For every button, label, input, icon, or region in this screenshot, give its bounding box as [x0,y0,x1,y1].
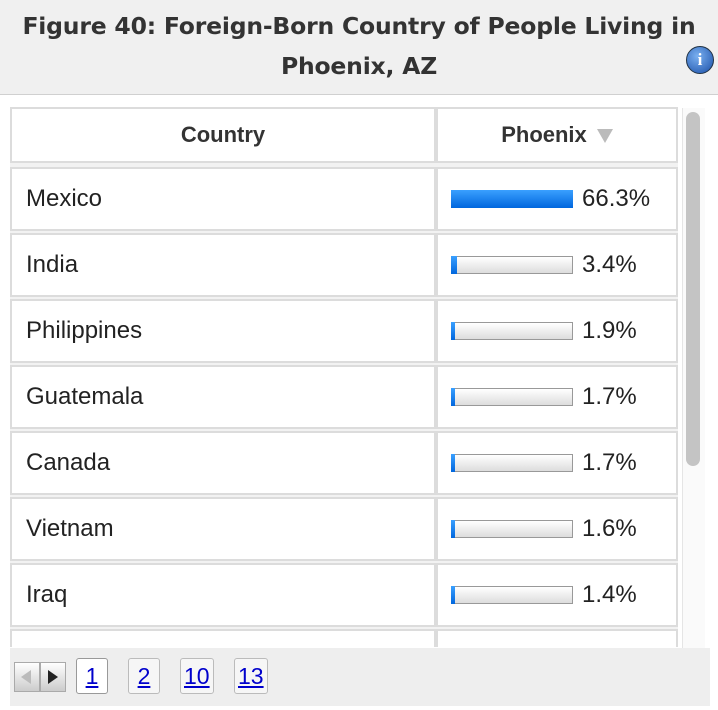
country-cell: Guatemala [10,365,436,429]
bar-track [451,388,573,406]
value-cell: 1.7% [436,431,678,495]
sort-icon[interactable] [596,129,613,144]
column-header-text[interactable]: Phoenix [501,122,587,147]
icon [48,670,58,684]
page-link[interactable]: 2 [128,658,160,694]
value-cell: 66.3% [436,167,678,231]
column-header[interactable]: Country [10,107,436,163]
bar [451,520,455,538]
country-cell: Canada [10,431,436,495]
icon [21,670,31,684]
table: Country Phoenix Mexico 66.3% India 3.4% Philip… [10,107,678,647]
value-cell: 1.7% [436,365,678,429]
value-label: 66.3% [582,185,651,212]
bar [451,454,455,472]
country-cell: Philippines [10,299,436,363]
bar [451,322,455,340]
page-link[interactable]: 13 [234,658,268,694]
column-header[interactable]: Phoenix [436,107,678,163]
country-cell: India [10,233,436,297]
value-label: 1.6% [582,515,637,542]
bar-track [451,586,573,604]
bar-track [451,454,573,472]
value-label: 1.4% [582,581,637,608]
prev-arrow[interactable] [14,662,40,692]
bar-track [451,520,573,538]
row-cell [10,629,436,647]
bar-track [451,322,573,340]
value-label: 3.4% [582,251,637,278]
page-link[interactable]: 10 [180,658,214,694]
value-label: 1.9% [582,317,637,344]
scroll-thumb[interactable] [686,112,700,466]
value-cell: 3.4% [436,233,678,297]
value-label: 1.7% [582,383,637,410]
bar [451,586,455,604]
title: Figure 40: Foreign-Born Country of Peopl… [22,12,696,80]
row-cell [436,629,678,647]
header: Figure 40: Foreign-Born Country of Peopl… [0,0,718,95]
page-link[interactable]: 1 [76,658,108,694]
country-cell: Mexico [10,167,436,231]
info-icon[interactable]: i [686,46,714,74]
bar [451,388,455,406]
pagination: 1 2 10 13 [10,648,710,706]
value-cell: 1.4% [436,563,678,627]
value-cell: 1.6% [436,497,678,561]
bar [451,256,458,274]
country-cell: Iraq [10,563,436,627]
value-cell: 1.9% [436,299,678,363]
bar-track [451,256,573,274]
next-arrow[interactable] [40,662,66,692]
value-label: 1.7% [582,449,637,476]
bar [451,190,573,208]
country-cell: Vietnam [10,497,436,561]
